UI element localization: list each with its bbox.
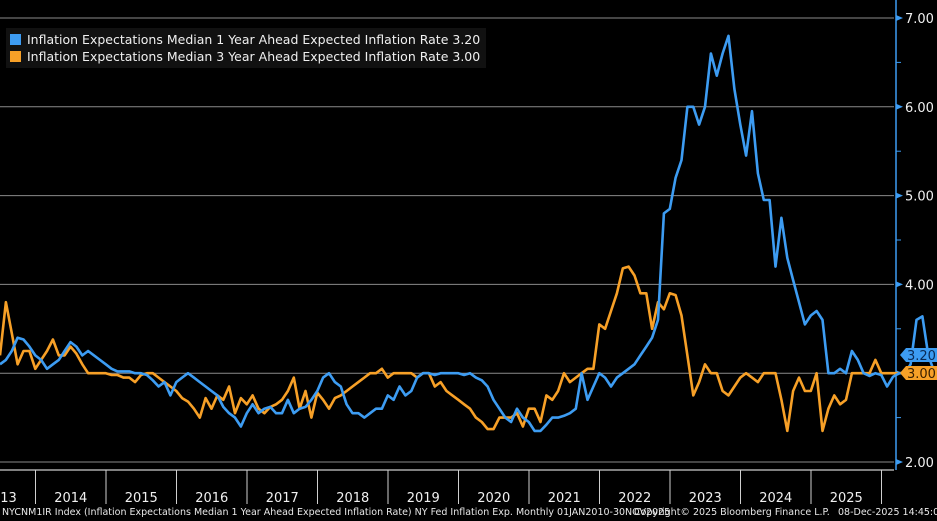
legend-swatch-3y — [10, 51, 21, 62]
line-chart: 2013 2014 2015 2016 2017 2018 2019 2020 2021 2022… — [0, 0, 937, 504]
x-axis: 2013 2014 2015 2016 2017 2018 2019 2020 2021 2022… — [0, 469, 894, 504]
ytick-arrow — [896, 192, 903, 199]
legend-label-3y: Inflation Expectations Median 3 Year Ahe… — [27, 49, 481, 64]
legend: Inflation Expectations Median 1 Year Ahe… — [6, 28, 487, 68]
series-lines — [0, 34, 937, 433]
gridlines — [0, 17, 894, 463]
series-line-3y — [0, 265, 923, 433]
xtick-label: 2025 — [830, 491, 863, 504]
legend-swatch-1y — [10, 34, 21, 45]
ytick-label: 5.00 — [905, 190, 934, 205]
last-value-label-1y: 3.20 — [907, 349, 936, 364]
footer: NYCNM1IR Index (Inflation Expectations M… — [0, 504, 937, 521]
last-value-badges: 3.20 3.00 — [900, 348, 937, 382]
ytick-label: 4.00 — [905, 278, 934, 293]
last-value-badge-1y — [900, 348, 937, 362]
xtick-label: 2018 — [336, 491, 369, 504]
xtick-label: 2024 — [759, 491, 792, 504]
footer-timestamp: 08-Dec-2025 14:45:09 — [838, 507, 937, 518]
series-line-1y — [0, 34, 937, 433]
ytick-arrow — [896, 459, 903, 465]
last-value-badge-3y — [900, 366, 937, 380]
xtick-label: 2023 — [689, 491, 722, 504]
xtick-label: 2016 — [195, 491, 228, 504]
xtick-label: 2013 — [0, 491, 17, 504]
ytick-arrow — [896, 281, 903, 288]
last-value-label-3y: 3.00 — [907, 367, 936, 382]
xtick-label: 2019 — [407, 491, 440, 504]
ytick-label: 2.00 — [905, 456, 934, 471]
ytick-arrow — [896, 103, 903, 110]
xtick-label: 2015 — [125, 491, 158, 504]
legend-item-1y: Inflation Expectations Median 1 Year Ahe… — [10, 31, 480, 48]
xtick-label: 2021 — [548, 491, 581, 504]
xtick-label: 2022 — [618, 491, 651, 504]
footer-copyright: Copyright© 2025 Bloomberg Finance L.P. — [634, 507, 830, 518]
legend-label-1y: Inflation Expectations Median 1 Year Ahe… — [27, 32, 481, 47]
footer-source: NYCNM1IR Index (Inflation Expectations M… — [2, 507, 671, 518]
xtick-label: 2020 — [477, 491, 510, 504]
ytick-label: 7.00 — [905, 12, 934, 27]
ytick-arrow — [896, 15, 903, 21]
ytick-label: 6.00 — [905, 101, 934, 116]
xtick-label: 2017 — [266, 491, 299, 504]
legend-item-3y: Inflation Expectations Median 3 Year Ahe… — [10, 48, 480, 65]
y-axis: 2.00 3.00 4.00 5.00 6.00 7.00 — [895, 0, 934, 471]
xtick-label: 2014 — [54, 491, 87, 504]
